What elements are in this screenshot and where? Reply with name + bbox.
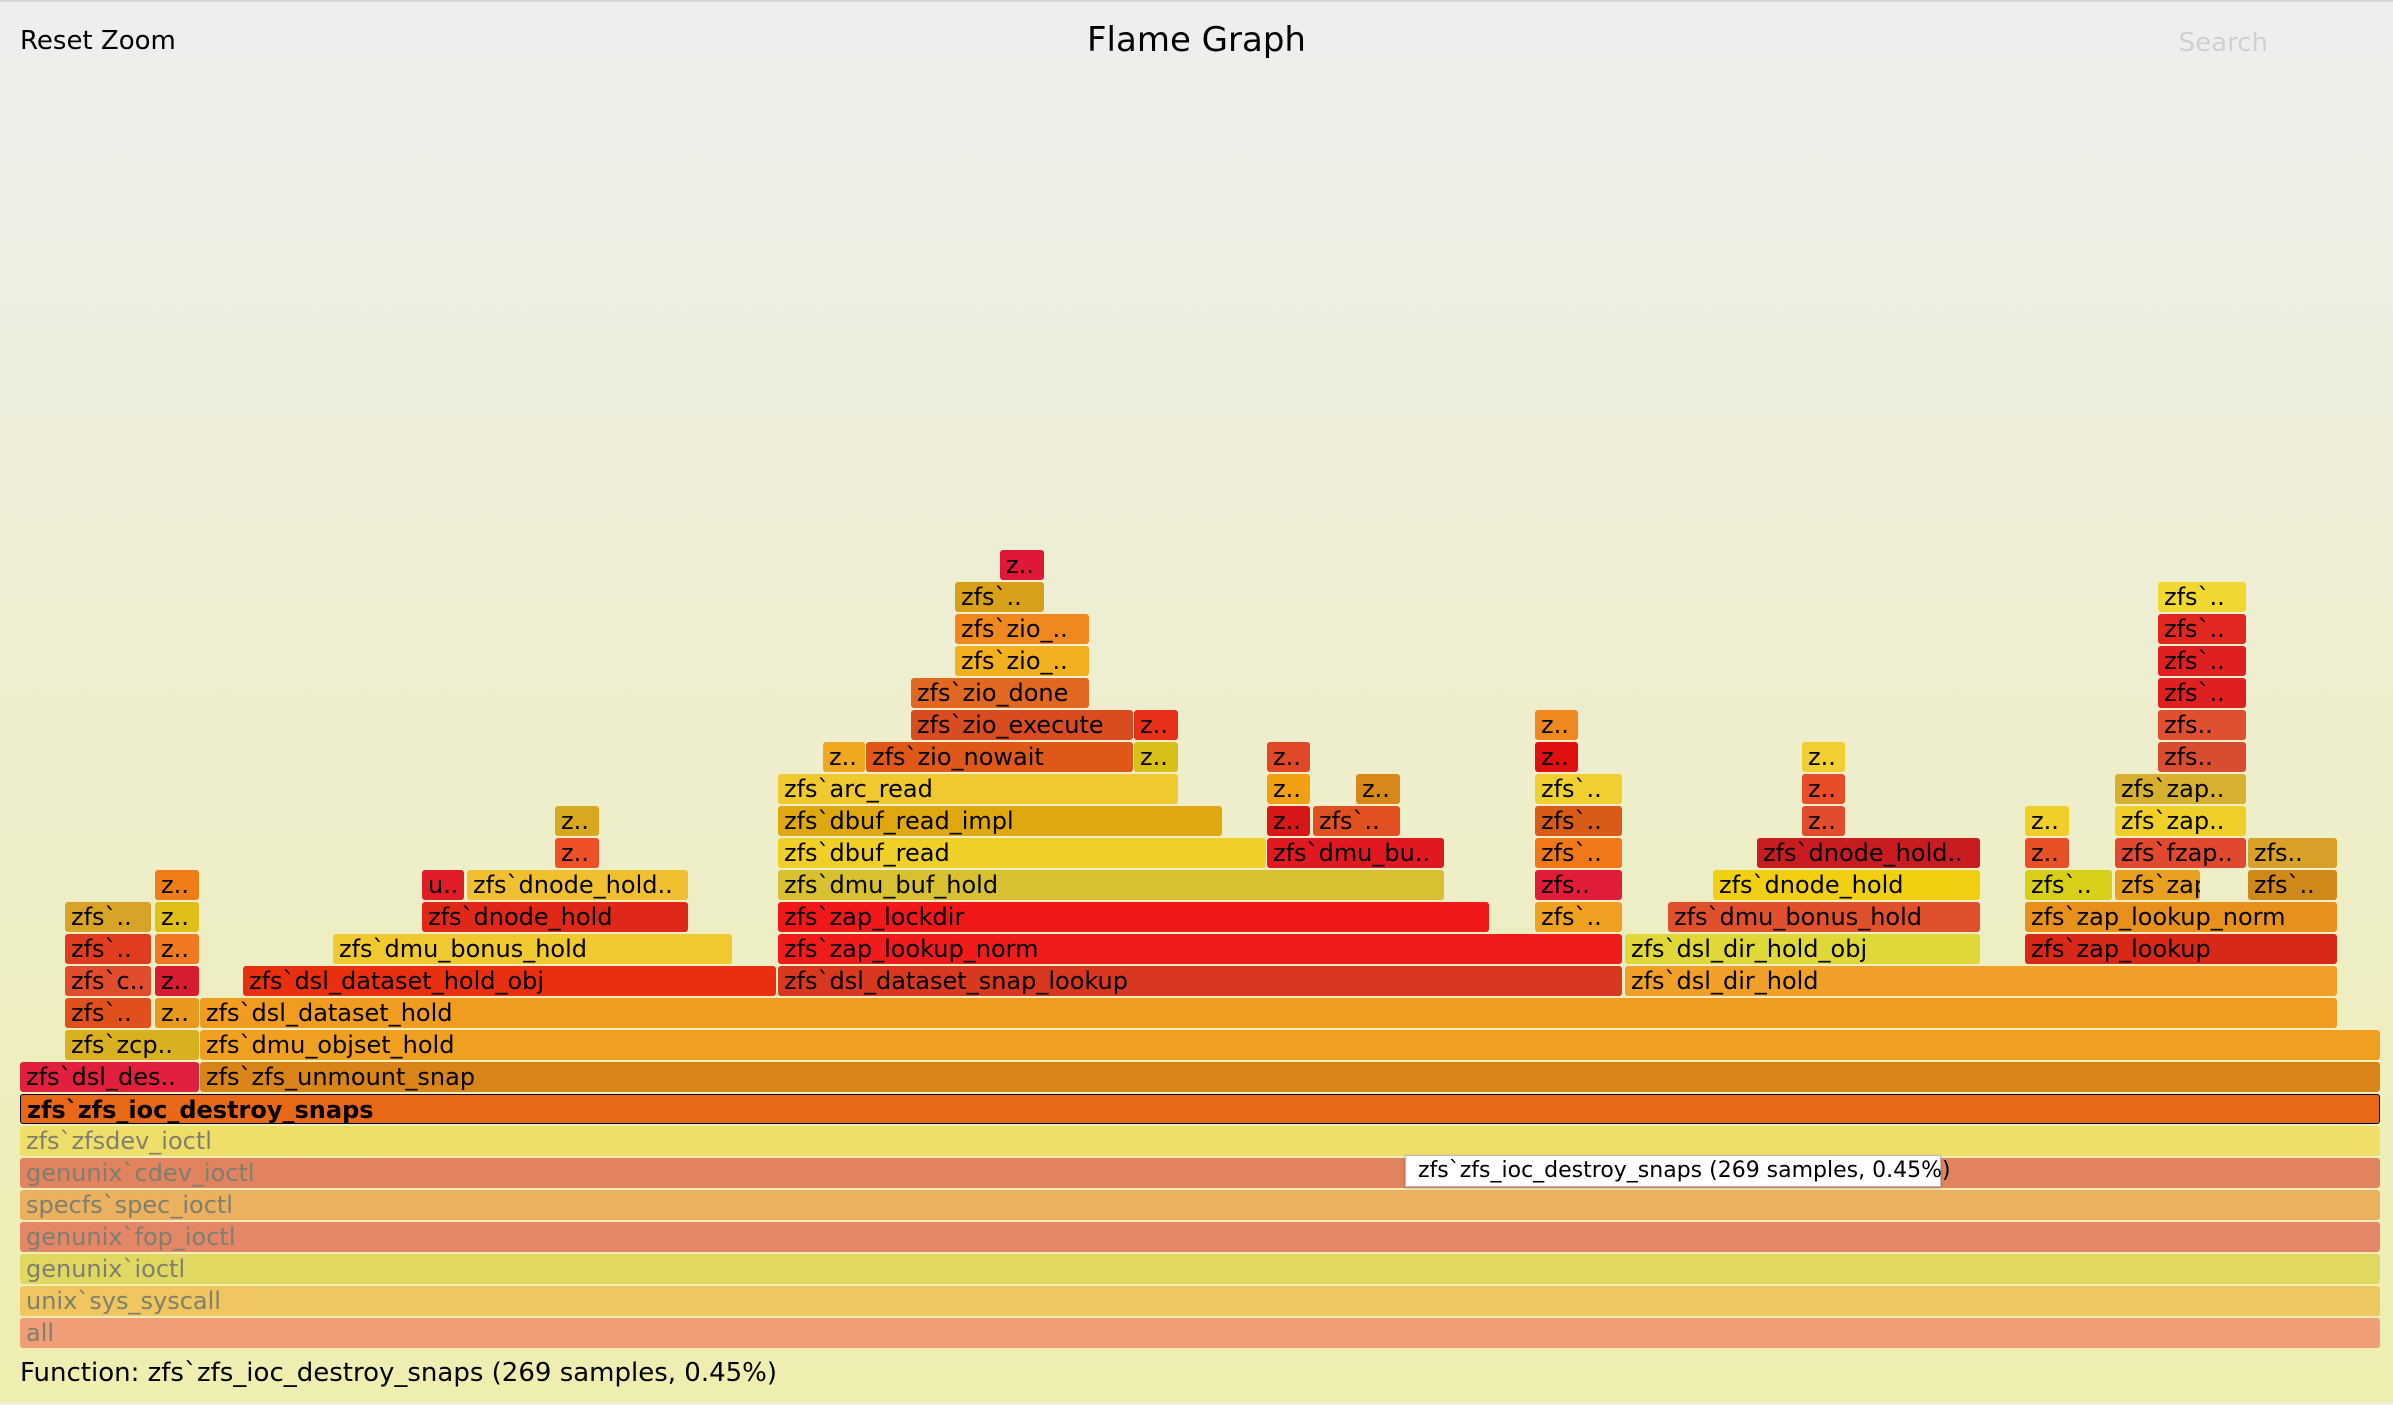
flame-frame[interactable]: zfs`dsl_dir_hold_obj: [1625, 934, 1980, 964]
flame-frame[interactable]: zfs`zap_lockdir: [778, 902, 1489, 932]
flame-frame[interactable]: zfs`zcp..: [65, 1030, 199, 1060]
flame-frame[interactable]: zfs`dmu_buf_hold: [778, 870, 1444, 900]
flame-frame[interactable]: z..: [1134, 710, 1178, 740]
flame-frame[interactable]: z..: [823, 742, 865, 772]
flame-frame[interactable]: zfs`dnode_hold..: [1757, 838, 1980, 868]
flame-frame[interactable]: z..: [155, 998, 199, 1028]
flame-frame[interactable]: u..: [422, 870, 464, 900]
flame-frame[interactable]: zfs`dsl_dir_hold: [1625, 966, 2337, 996]
flame-frame[interactable]: zfs`..: [65, 902, 151, 932]
flame-frame[interactable]: zfs`dmu_bonus_hold: [333, 934, 732, 964]
flame-frame[interactable]: z..: [155, 870, 199, 900]
flame-frame[interactable]: zfs`dbuf_read: [778, 838, 1266, 868]
flame-frame[interactable]: zfs`zap_lookup: [2025, 934, 2337, 964]
flame-frame[interactable]: zfs`dbuf_read_impl: [778, 806, 1222, 836]
flame-frame[interactable]: z..: [1000, 550, 1044, 580]
flame-frame[interactable]: zfs..: [1535, 870, 1622, 900]
flame-frame[interactable]: zfs`..: [2158, 678, 2246, 708]
flame-frame[interactable]: z..: [1802, 774, 1845, 804]
flame-frame[interactable]: zfs`zfsdev_ioctl: [20, 1126, 2380, 1156]
flame-frame[interactable]: zfs`zap_lookup_norm: [778, 934, 1622, 964]
flame-frame[interactable]: z..: [1535, 710, 1578, 740]
flame-frame[interactable]: zfs`zap_lookup_norm: [2025, 902, 2337, 932]
flame-frame[interactable]: z..: [1267, 806, 1310, 836]
flame-frame[interactable]: z..: [155, 934, 199, 964]
flame-frame[interactable]: zfs`..: [2158, 582, 2246, 612]
flame-frame[interactable]: zfs`zap..: [2115, 806, 2246, 836]
flame-frame[interactable]: genunix`ioctl: [20, 1254, 2380, 1284]
flame-frame[interactable]: zfs`..: [1535, 838, 1622, 868]
flame-frame[interactable]: zfs`dsl_des..: [20, 1062, 199, 1092]
flame-frame[interactable]: zfs`dmu_bonus_hold: [1668, 902, 1980, 932]
flame-frame[interactable]: zfs..: [2158, 742, 2246, 772]
flame-frame[interactable]: zfs`dnode_hold: [1713, 870, 1980, 900]
flame-frame[interactable]: zfs`fzap..: [2115, 838, 2246, 868]
flame-frame[interactable]: zfs`dnode_hold: [422, 902, 688, 932]
flame-frame[interactable]: zfs`zap_..: [2115, 870, 2200, 900]
flame-frame[interactable]: zfs`c..: [65, 966, 151, 996]
flame-frame[interactable]: z..: [2025, 838, 2069, 868]
flame-frame[interactable]: z..: [155, 966, 199, 996]
function-details: Function: zfs`zfs_ioc_destroy_snaps (269…: [20, 1358, 778, 1388]
flame-frame[interactable]: zfs`zio_..: [955, 646, 1089, 676]
flame-frame[interactable]: zfs`..: [1313, 806, 1400, 836]
flame-frame[interactable]: zfs`zfs_ioc_destroy_snaps: [20, 1094, 2380, 1124]
flame-frame[interactable]: all: [20, 1318, 2380, 1348]
flame-frame[interactable]: z..: [1267, 774, 1310, 804]
flame-frame[interactable]: zfs`..: [2025, 870, 2112, 900]
flame-frame[interactable]: zfs..: [2248, 838, 2337, 868]
flame-frame[interactable]: zfs`..: [65, 998, 151, 1028]
flame-frame[interactable]: zfs`..: [2248, 870, 2337, 900]
flame-frame[interactable]: zfs`..: [955, 582, 1044, 612]
flame-frame[interactable]: zfs`dsl_dataset_hold: [200, 998, 2337, 1028]
flame-frame[interactable]: z..: [1535, 742, 1578, 772]
flame-frame[interactable]: z..: [1134, 742, 1178, 772]
flame-frame[interactable]: z..: [1802, 742, 1845, 772]
flame-frame[interactable]: zfs`..: [1535, 806, 1622, 836]
flame-frame[interactable]: zfs`dsl_dataset_hold_obj: [243, 966, 776, 996]
flame-frame[interactable]: zfs`zio_..: [955, 614, 1089, 644]
flame-frame[interactable]: zfs`dsl_dataset_snap_lookup: [778, 966, 1622, 996]
reset-zoom-button[interactable]: Reset Zoom: [20, 26, 176, 56]
flame-frame[interactable]: z..: [1802, 806, 1845, 836]
flame-frame[interactable]: zfs`..: [1535, 774, 1622, 804]
flame-frame[interactable]: zfs`zio_nowait: [866, 742, 1133, 772]
flame-frame[interactable]: zfs`dmu_objset_hold: [200, 1030, 2380, 1060]
flame-frame[interactable]: z..: [2025, 806, 2069, 836]
flame-frame[interactable]: zfs`dmu_bu..: [1267, 838, 1444, 868]
flame-frame[interactable]: zfs`arc_read: [778, 774, 1178, 804]
flame-frame[interactable]: zfs`zio_execute: [911, 710, 1133, 740]
flame-frame[interactable]: z..: [555, 838, 599, 868]
flame-frame[interactable]: z..: [1356, 774, 1400, 804]
flame-frame[interactable]: zfs..: [2158, 710, 2246, 740]
flame-frame[interactable]: zfs`dnode_hold..: [467, 870, 688, 900]
flame-frame[interactable]: genunix`cdev_ioctl: [20, 1158, 2380, 1188]
flame-frame[interactable]: zfs`..: [2158, 646, 2246, 676]
flame-frame[interactable]: z..: [155, 902, 199, 932]
flame-frame[interactable]: zfs`zfs_unmount_snap: [200, 1062, 2380, 1092]
flame-frame[interactable]: zfs`..: [1535, 902, 1622, 932]
flame-frame[interactable]: zfs`zio_done: [911, 678, 1089, 708]
search-button[interactable]: Search: [2178, 28, 2268, 58]
flame-frame[interactable]: unix`sys_syscall: [20, 1286, 2380, 1316]
flame-frame[interactable]: z..: [1267, 742, 1310, 772]
flame-frame[interactable]: zfs`..: [2158, 614, 2246, 644]
flame-frame[interactable]: specfs`spec_ioctl: [20, 1190, 2380, 1220]
flame-frame[interactable]: zfs`..: [65, 934, 151, 964]
tooltip: zfs`zfs_ioc_destroy_snaps (269 samples, …: [1405, 1155, 1951, 1187]
flame-frame[interactable]: z..: [555, 806, 599, 836]
flame-frame[interactable]: genunix`fop_ioctl: [20, 1222, 2380, 1252]
flame-frame[interactable]: zfs`zap..: [2115, 774, 2246, 804]
